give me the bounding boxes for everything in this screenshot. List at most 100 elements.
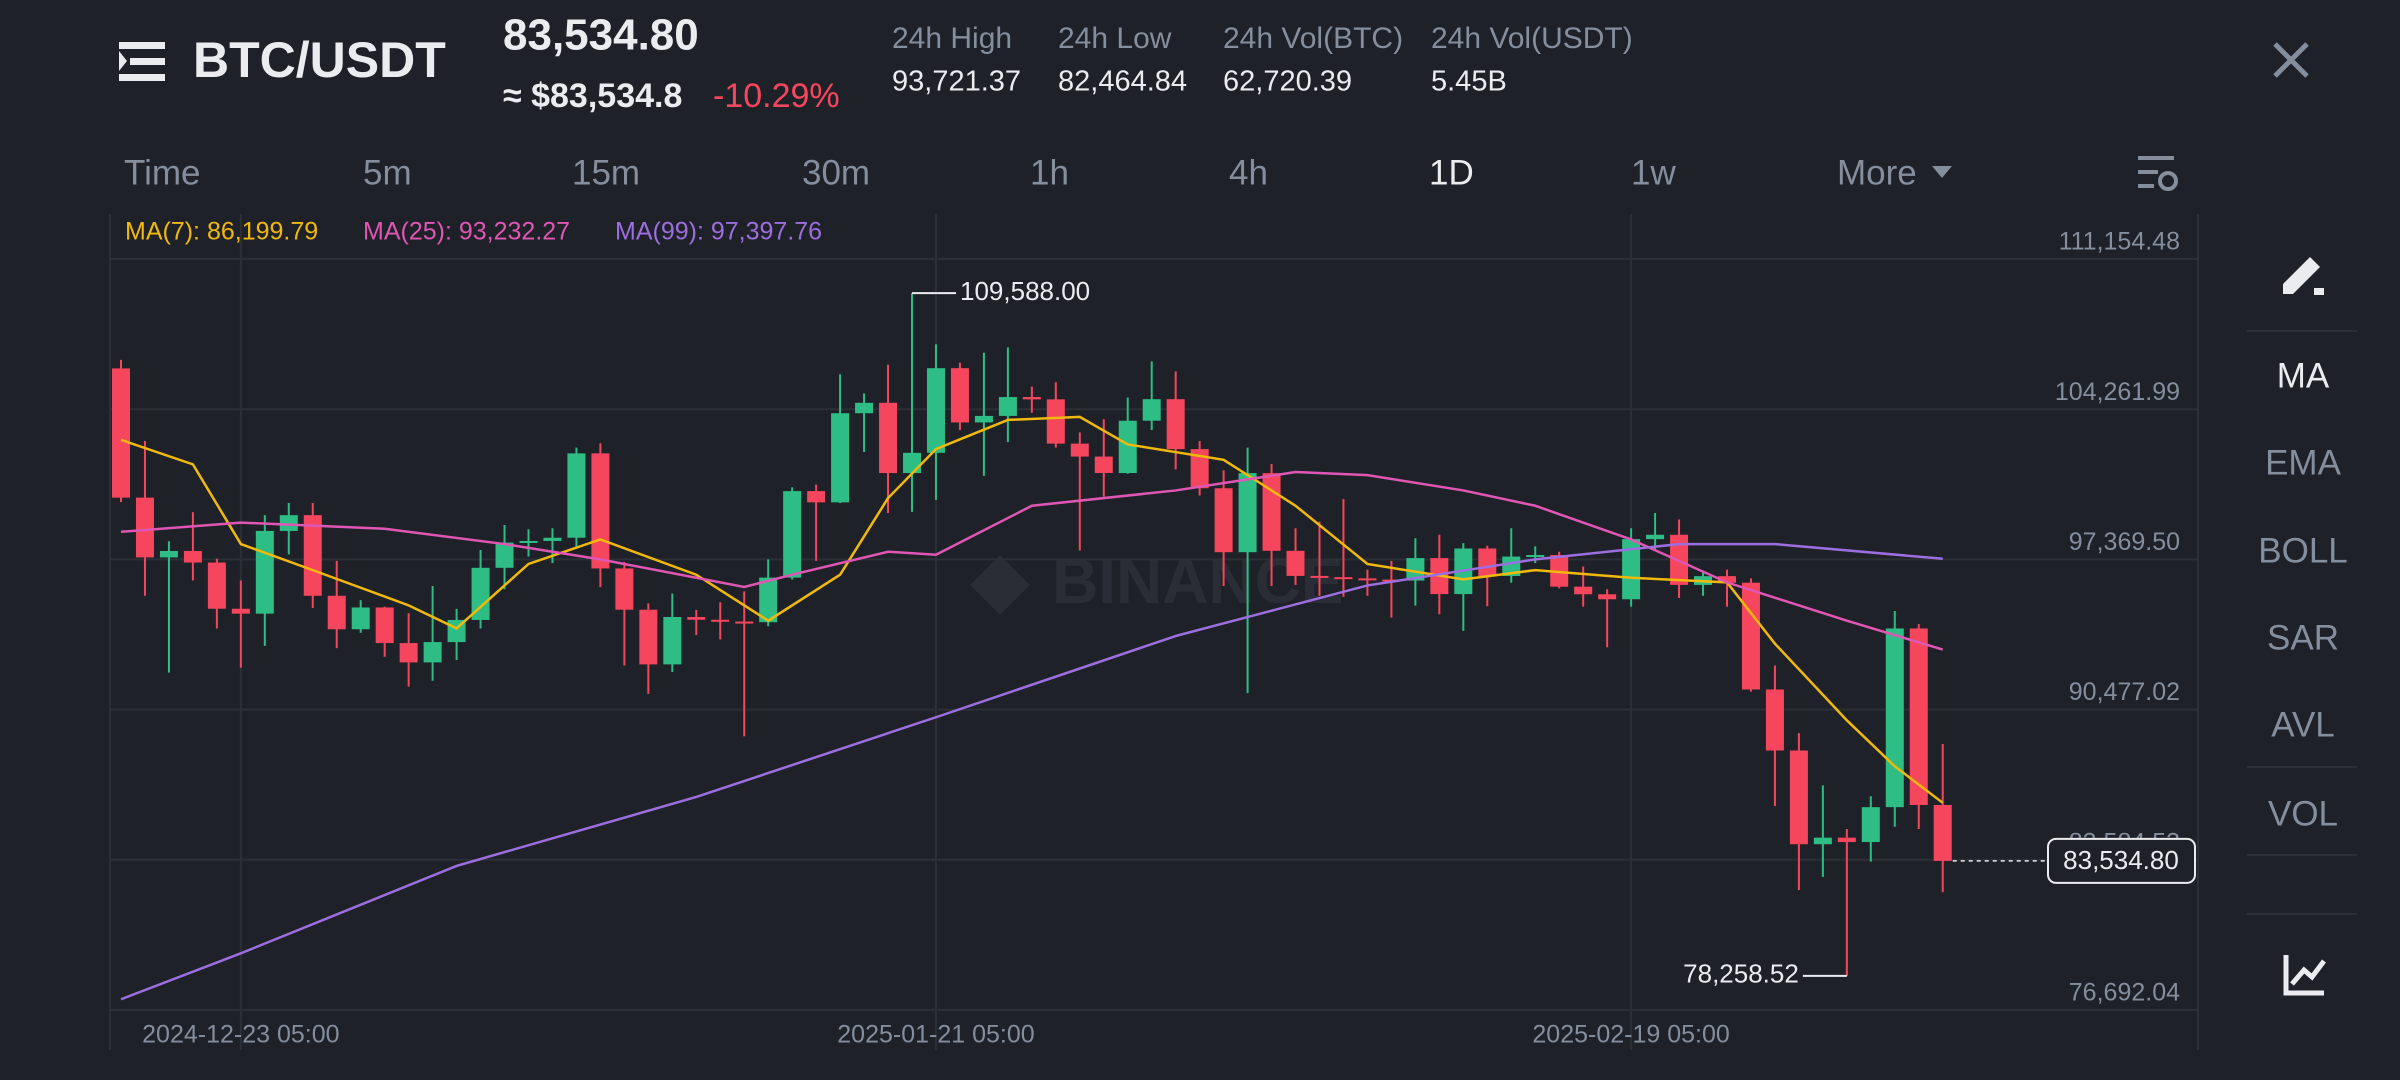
- ma-line: [120, 415, 1944, 804]
- low-label: 78,258.52: [1683, 959, 1799, 989]
- menu-bar: [119, 42, 165, 49]
- candle-body: [711, 619, 730, 622]
- tab-more[interactable]: More: [1837, 153, 1917, 192]
- candle-body: [1358, 578, 1377, 581]
- candle-body: [998, 397, 1017, 416]
- x-tick-label: 2025-01-21 05:00: [837, 1021, 1034, 1049]
- candle-body: [351, 607, 370, 630]
- tab[interactable]: 4h: [1229, 153, 1268, 192]
- candle-body: [159, 550, 178, 558]
- candle-body: [279, 515, 298, 531]
- candle-body: [471, 567, 490, 620]
- pen: [2283, 257, 2320, 294]
- last-price-label: 83,534.80: [2063, 845, 2179, 875]
- candle-body: [567, 453, 586, 538]
- candle-body: [135, 497, 154, 558]
- y-tick-label: 111,154.48: [2059, 228, 2180, 256]
- candle-body: [1238, 473, 1257, 553]
- icon-stroke: [2290, 959, 2326, 986]
- candle-body: [974, 415, 993, 423]
- candle-body: [639, 609, 658, 665]
- menu-icon[interactable]: [119, 42, 165, 81]
- candle-body: [399, 643, 418, 663]
- overlay: MA(7): 86,199.79 MA(25): 93,232.27 MA(99):…: [125, 218, 2196, 989]
- candle-body: [495, 542, 514, 568]
- indicator[interactable]: SAR: [2267, 618, 2339, 657]
- candle-body: [183, 550, 202, 563]
- candle-body: [207, 562, 226, 609]
- tab[interactable]: 30m: [802, 153, 870, 192]
- candle-body: [1837, 837, 1856, 843]
- ma-line: [120, 542, 1943, 1001]
- candle-body: [1598, 594, 1617, 600]
- tab[interactable]: Time: [124, 153, 200, 192]
- y-tick-label: 90,477.02: [2069, 678, 2180, 706]
- y-tick-label: 104,261.99: [2055, 378, 2180, 406]
- candle-body: [687, 617, 706, 620]
- ma-legend: MA(25): 93,232.27: [363, 218, 570, 246]
- candle-body: [1909, 628, 1928, 805]
- more-caret: [1932, 166, 1952, 178]
- candle-body: [1166, 399, 1185, 450]
- y-tick-label: 97,369.50: [2069, 528, 2180, 556]
- candle-body: [1526, 555, 1545, 558]
- candle-body: [543, 537, 562, 541]
- candle-body: [735, 621, 754, 624]
- candle-body: [1334, 577, 1353, 580]
- candle-body: [807, 491, 826, 503]
- high-label: 109,588.00: [960, 276, 1090, 306]
- indicator[interactable]: AVL: [2271, 705, 2335, 744]
- indicator[interactable]: VOL: [2268, 794, 2338, 833]
- candle-body: [1765, 689, 1784, 751]
- candle-body: [1142, 399, 1161, 421]
- tab[interactable]: 5m: [363, 153, 412, 192]
- indicator[interactable]: BOLL: [2258, 531, 2348, 570]
- candle-body: [231, 608, 250, 614]
- tab-active[interactable]: 1D: [1429, 153, 1474, 192]
- stat-label: 24h Vol(USDT): [1431, 22, 1633, 55]
- menu-bar: [130, 58, 165, 65]
- indicator[interactable]: EMA: [2265, 443, 2342, 482]
- chart-type-icon[interactable]: [2283, 955, 2326, 996]
- stat-label: 24h Low: [1058, 22, 1172, 55]
- tab[interactable]: 1w: [1631, 153, 1676, 192]
- candle-body: [759, 577, 778, 623]
- candle-body: [1022, 397, 1041, 400]
- candle-body: [1094, 456, 1113, 474]
- indicator-active[interactable]: MA: [2277, 356, 2330, 395]
- candle-body: [255, 530, 274, 614]
- candle-body: [1070, 443, 1089, 457]
- plot: [112, 293, 1952, 1001]
- candle-body: [1190, 449, 1209, 489]
- candle-body: [519, 540, 538, 543]
- ma-legend: MA(99): 97,397.76: [615, 218, 822, 246]
- candle-body: [1789, 750, 1808, 845]
- menu-bar: [119, 74, 165, 81]
- stat-value: 82,464.84: [1058, 66, 1187, 98]
- candle-body: [327, 595, 346, 630]
- price-change: -10.29%: [713, 77, 840, 115]
- candle-body: [1741, 582, 1760, 690]
- draw-tool-icon[interactable]: [2283, 257, 2324, 295]
- x-tick-label: 2024-12-23 05:00: [142, 1021, 339, 1049]
- candle-body: [1717, 576, 1736, 583]
- candle-body: [303, 515, 322, 596]
- candle-body: [615, 568, 634, 610]
- stat-value: 5.45B: [1431, 66, 1507, 98]
- logo-diamond: [970, 555, 1030, 615]
- watermark-logo: [970, 555, 1030, 615]
- settings-icon[interactable]: [2138, 156, 2178, 191]
- tab[interactable]: 15m: [572, 153, 640, 192]
- y-tick-label: 76,692.04: [2069, 979, 2180, 1007]
- candle-body: [423, 642, 442, 663]
- ma-line: [120, 470, 1944, 651]
- candle-body: [783, 491, 802, 578]
- candle-body: [1286, 550, 1305, 576]
- candle-body: [1262, 473, 1281, 551]
- close-button[interactable]: [2273, 42, 2309, 78]
- candle-body: [1406, 558, 1425, 581]
- pair[interactable]: BTC/USDT: [193, 32, 446, 88]
- tab[interactable]: 1h: [1030, 153, 1069, 192]
- ma-legend: MA(7): 86,199.79: [125, 218, 318, 246]
